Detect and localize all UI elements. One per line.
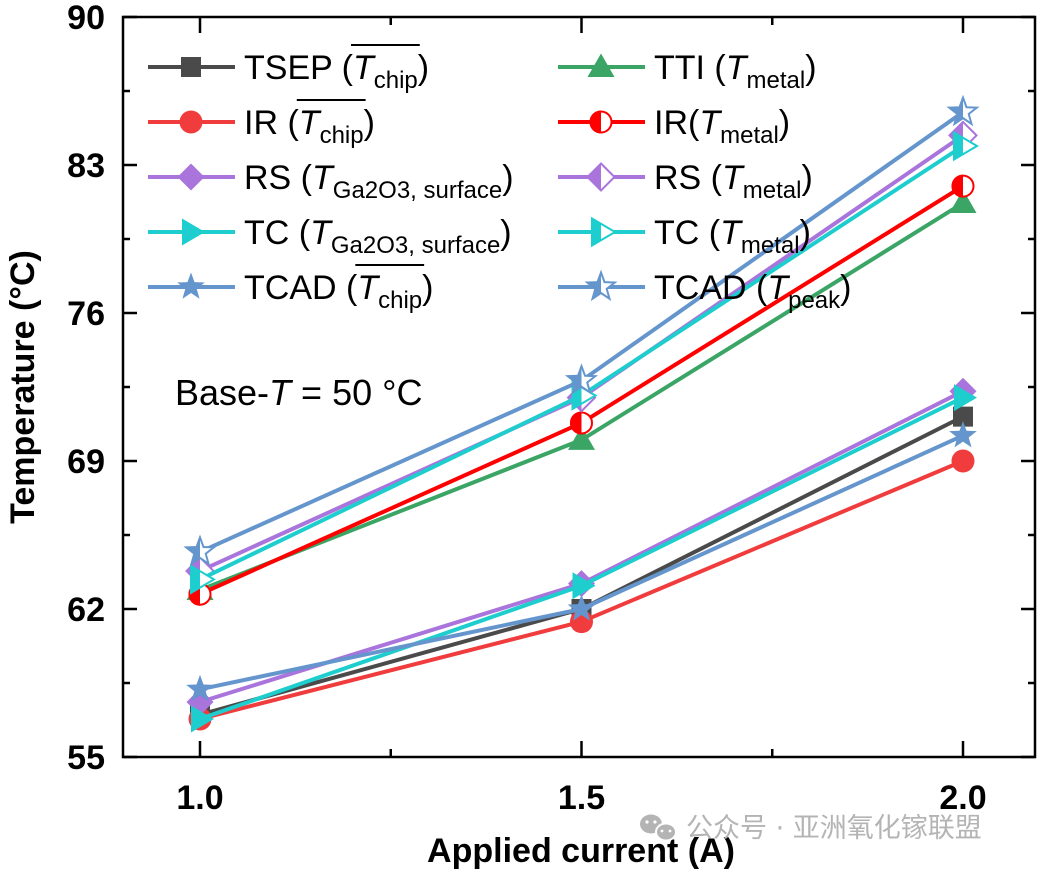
legend-item: IR (Tchip) — [148, 99, 375, 149]
data-point — [568, 426, 595, 450]
series-layer — [183, 94, 980, 733]
data-point — [190, 564, 216, 595]
annotation-prefix: Base- — [175, 372, 269, 413]
legend-label: TC (TGa2O3, surface) — [244, 214, 512, 259]
legend-label: RS (TGa2O3, surface) — [244, 159, 514, 204]
data-point — [953, 406, 973, 427]
data-point — [946, 94, 980, 127]
data-point — [186, 674, 214, 702]
legend-label: IR(Tmetal) — [654, 104, 790, 149]
legend-label: RS (Tmetal) — [654, 159, 813, 204]
x-axis-title: Applied current (A) — [427, 832, 735, 870]
wechat-icon — [640, 814, 677, 842]
data-point — [183, 534, 217, 567]
legend-marker — [587, 53, 615, 77]
x-tick-label: 1.0 — [176, 779, 223, 817]
series-3 — [188, 174, 975, 606]
data-point — [951, 449, 975, 473]
legend-marker — [177, 272, 205, 299]
legend-marker — [182, 218, 205, 246]
annotation-var: T — [269, 372, 294, 413]
y-tick-label: 55 — [67, 739, 105, 777]
series-9 — [183, 94, 980, 567]
legend-marker — [177, 163, 205, 191]
data-point — [191, 705, 214, 733]
y-tick-label: 62 — [67, 591, 105, 629]
series-line — [199, 144, 965, 582]
data-point — [954, 384, 977, 412]
data-point — [949, 189, 977, 214]
legend-marker — [586, 162, 616, 192]
watermark-text: 公众号 · 亚洲氧化镓联盟 — [686, 813, 982, 844]
annotation-base-temperature: Base-T = 50 °C — [175, 372, 423, 413]
legend-item: TSEP (Tchip) — [148, 44, 429, 94]
legend-label: IR (Tchip) — [244, 104, 375, 149]
series-line — [199, 133, 965, 573]
y-tick-label: 76 — [67, 295, 105, 333]
legend-item: TCAD (Tpeak) — [558, 269, 851, 314]
axes: 55 62 69 76 83 90 1.0 1.5 2.0 — [67, 0, 1037, 817]
legend-label: TTI (Tmetal) — [654, 49, 817, 94]
series-6 — [191, 384, 977, 733]
legend-label: TC (Tmetal) — [654, 214, 811, 259]
legend-item: RS (Tmetal) — [558, 159, 813, 204]
series-8 — [186, 421, 977, 702]
legend-item: TC (Tmetal) — [558, 214, 811, 259]
series-7 — [190, 130, 979, 595]
legend-label: TCAD (Tpeak) — [654, 269, 851, 314]
watermark: 公众号 · 亚洲氧化镓联盟 — [640, 813, 982, 844]
legend-item: TCAD (Tchip) — [148, 264, 433, 314]
legend-item: TTI (Tmetal) — [558, 49, 817, 94]
legend: TSEP (Tchip) TTI (Tmetal) IR (Tchip) IR(Tme… — [148, 44, 851, 314]
legend-item: IR(Tmetal) — [558, 104, 790, 149]
legend-marker — [584, 269, 618, 302]
y-tick-label: 90 — [67, 0, 105, 37]
y-axis-title: Temperature (°C) — [4, 250, 42, 524]
legend-item: TC (TGa2O3, surface) — [148, 214, 512, 259]
data-point — [949, 421, 977, 448]
legend-marker — [589, 110, 613, 134]
legend-label: TSEP (Tchip) — [244, 49, 429, 94]
y-tick-label: 83 — [67, 147, 105, 185]
legend-item: RS (TGa2O3, surface) — [148, 159, 514, 204]
legend-marker — [591, 216, 617, 248]
x-tick-label: 1.5 — [558, 779, 605, 817]
legend-marker — [181, 57, 201, 77]
data-point — [570, 411, 593, 435]
data-point — [564, 363, 599, 395]
annotation-suffix: = 50 °C — [291, 372, 422, 413]
data-point — [572, 572, 596, 600]
data-point — [567, 594, 596, 621]
series-line — [199, 414, 964, 717]
series-0 — [190, 406, 973, 725]
y-tick-label: 69 — [67, 443, 105, 481]
legend-label: TCAD (Tchip) — [244, 269, 433, 314]
data-point — [953, 130, 979, 162]
legend-marker — [179, 110, 203, 134]
data-point — [951, 174, 975, 198]
x-tick-label: 2.0 — [939, 779, 986, 817]
